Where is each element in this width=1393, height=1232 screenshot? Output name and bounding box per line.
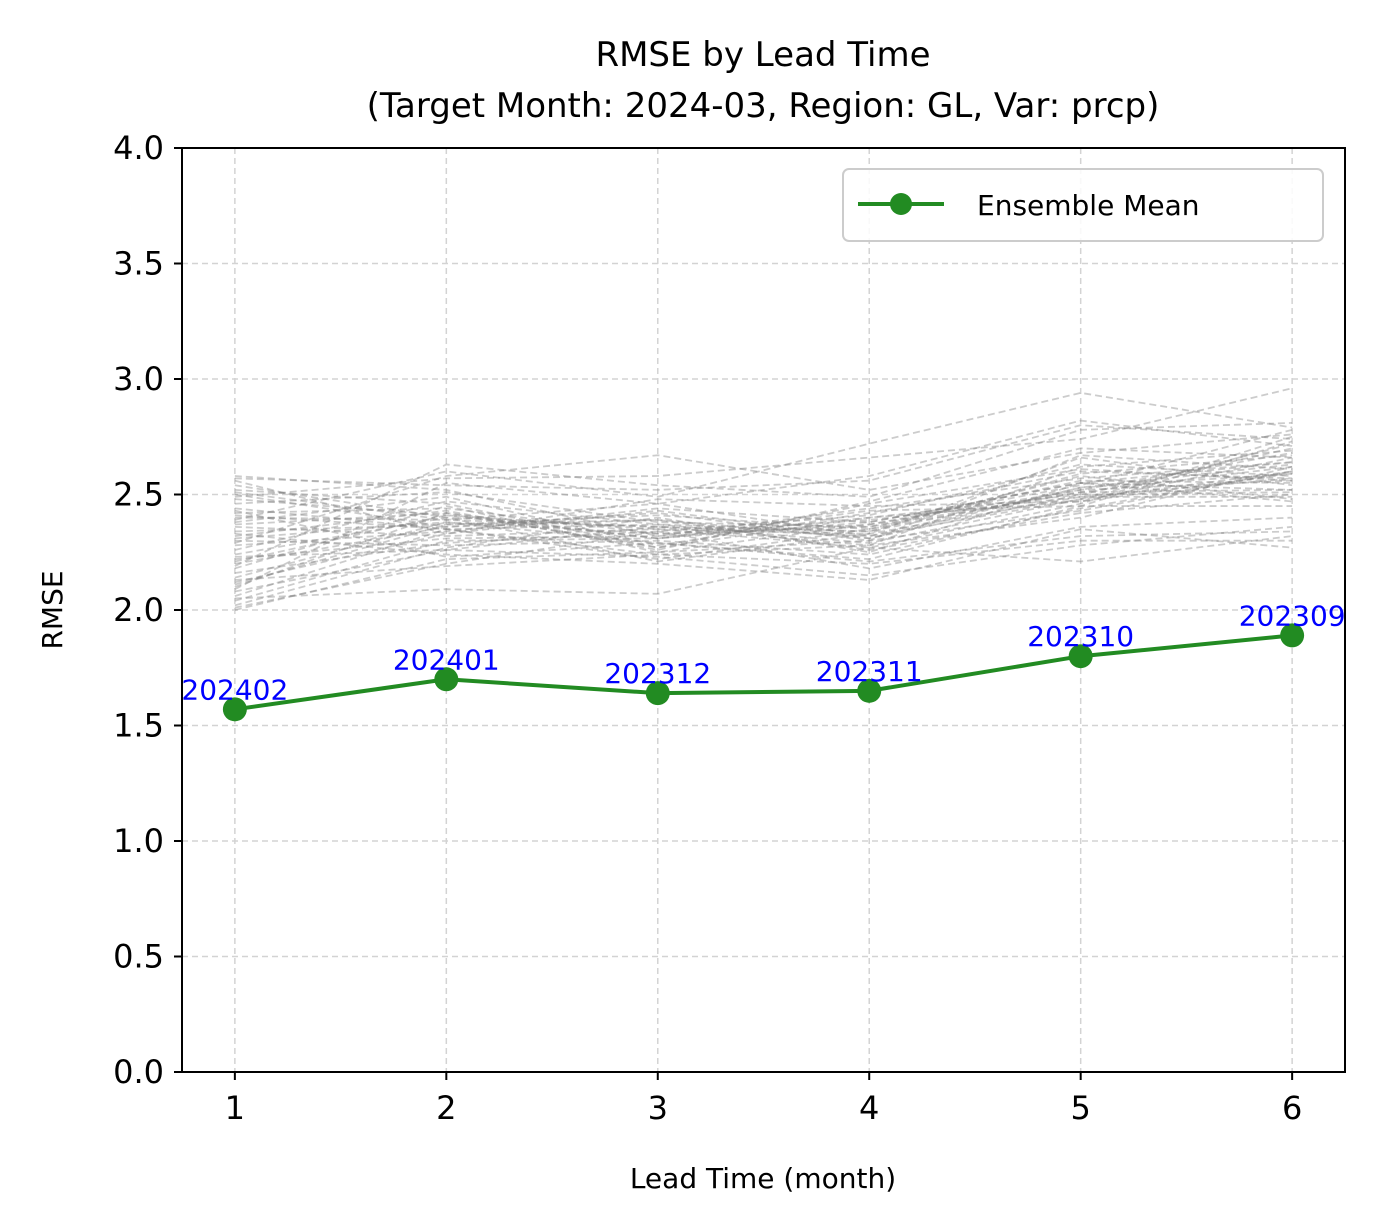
ensemble-member-line <box>234 440 1293 540</box>
ensemble-member-line <box>234 442 1293 551</box>
ensemble-member-line <box>234 452 1293 570</box>
ensemble-member-line <box>234 391 1293 521</box>
ensemble-member-line <box>234 465 1293 540</box>
x-tick-label: 1 <box>225 1089 245 1127</box>
ensemble-member-line <box>234 509 1293 563</box>
ensemble-member-line <box>234 461 1293 561</box>
ensemble-member-line <box>234 470 1293 611</box>
legend-label: Ensemble Mean <box>977 189 1200 222</box>
ensemble-member-line <box>234 447 1293 584</box>
legend-box <box>842 168 1324 242</box>
ensemble-member-line <box>234 482 1293 547</box>
ensemble-member-line <box>234 454 1293 533</box>
ensemble-member-line <box>234 479 1293 528</box>
ensemble-mean-line <box>234 633 1293 712</box>
ensemble-member-line <box>234 463 1293 574</box>
ensemble-member-line <box>234 477 1293 563</box>
ensemble-member-line <box>234 516 1293 609</box>
y-tick-label: 2.0 <box>113 591 164 629</box>
ensemble-member-line <box>234 472 1293 586</box>
ensemble-member-line <box>234 461 1293 540</box>
point-annotation-label: 202401 <box>393 643 500 676</box>
grid-lines <box>182 147 1345 1073</box>
ensemble-member-line <box>234 470 1293 556</box>
ensemble-member-lines <box>234 387 1293 611</box>
x-tick-label: 6 <box>1282 1089 1302 1127</box>
x-axis-label: Lead Time (month) <box>630 1162 896 1195</box>
x-tick-label: 2 <box>436 1089 456 1127</box>
y-tick-label: 2.5 <box>113 476 164 514</box>
y-tick-label: 3.0 <box>113 360 164 398</box>
chart-title-line2: (Target Month: 2024-03, Region: GL, Var:… <box>367 86 1160 126</box>
ensemble-member-line <box>234 505 1293 579</box>
ensemble-member-line <box>234 495 1293 535</box>
y-tick-label: 1.5 <box>113 707 164 745</box>
ensemble-mean-point <box>857 678 882 703</box>
ensemble-member-line <box>234 470 1293 547</box>
ensemble-member-line <box>234 449 1293 556</box>
ensemble-mean-point <box>222 697 247 722</box>
ensemble-mean-point <box>1280 623 1305 648</box>
ensemble-member-line <box>234 421 1293 567</box>
ensemble-member-line <box>234 535 1293 600</box>
ensemble-member-line <box>234 454 1293 542</box>
ensemble-member-line <box>234 493 1293 565</box>
point-annotation-label: 202310 <box>1027 620 1134 653</box>
ensemble-member-line <box>234 456 1293 602</box>
ensemble-member-line <box>234 528 1293 581</box>
legend: Ensemble Mean <box>842 168 1324 242</box>
ensemble-member-line <box>234 472 1293 535</box>
ensemble-member-line <box>234 470 1293 537</box>
ensemble-member-line <box>234 539 1293 581</box>
y-axis-ticks: 0.0 0.5 1.0 1.5 2.0 2.5 3.0 3.5 4.0 <box>113 129 182 1091</box>
ensemble-member-line <box>234 465 1293 593</box>
ensemble-member-line <box>234 387 1293 498</box>
ensemble-member-line <box>234 475 1293 597</box>
point-annotation-label: 202311 <box>816 655 923 688</box>
ensemble-member-line <box>234 468 1293 588</box>
ensemble-member-line <box>234 447 1293 551</box>
ensemble-member-line <box>234 424 1293 491</box>
ensemble-member-line <box>234 482 1293 607</box>
ensemble-member-line <box>234 479 1293 533</box>
ensemble-mean-point <box>1068 644 1093 669</box>
x-tick-label: 3 <box>648 1089 668 1127</box>
y-tick-label: 0.5 <box>113 938 164 976</box>
ensemble-member-line <box>234 488 1293 533</box>
point-annotation-label: 202312 <box>604 657 711 690</box>
ensemble-member-line <box>234 525 1293 577</box>
y-tick-label: 1.0 <box>113 822 164 860</box>
x-tick-label: 4 <box>859 1089 879 1127</box>
point-annotation-label: 202309 <box>1239 599 1346 632</box>
ensemble-mean-point <box>434 667 459 692</box>
ensemble-member-line <box>234 488 1293 549</box>
ensemble-member-line <box>234 463 1293 537</box>
point-annotations: 202402 202401 202312 202311 202310 202309 <box>181 599 1345 706</box>
legend-marker-swatch <box>890 193 912 215</box>
ensemble-mean-series <box>222 623 1305 722</box>
y-tick-label: 3.5 <box>113 245 164 283</box>
y-axis-label: RMSE <box>36 570 69 649</box>
x-axis-ticks: 1 2 3 4 5 6 <box>225 1072 1302 1127</box>
y-tick-label: 0.0 <box>113 1053 164 1091</box>
ensemble-member-line <box>234 435 1293 549</box>
ensemble-member-line <box>234 419 1293 591</box>
point-annotation-label: 202402 <box>181 673 288 706</box>
ensemble-member-line <box>234 433 1293 544</box>
ensemble-member-line <box>234 456 1293 563</box>
x-tick-label: 5 <box>1071 1089 1091 1127</box>
ensemble-mean-point <box>645 681 670 706</box>
y-tick-label: 4.0 <box>113 129 164 167</box>
chart-title-line1: RMSE by Lead Time <box>595 35 930 75</box>
ensemble-member-line <box>234 428 1293 537</box>
